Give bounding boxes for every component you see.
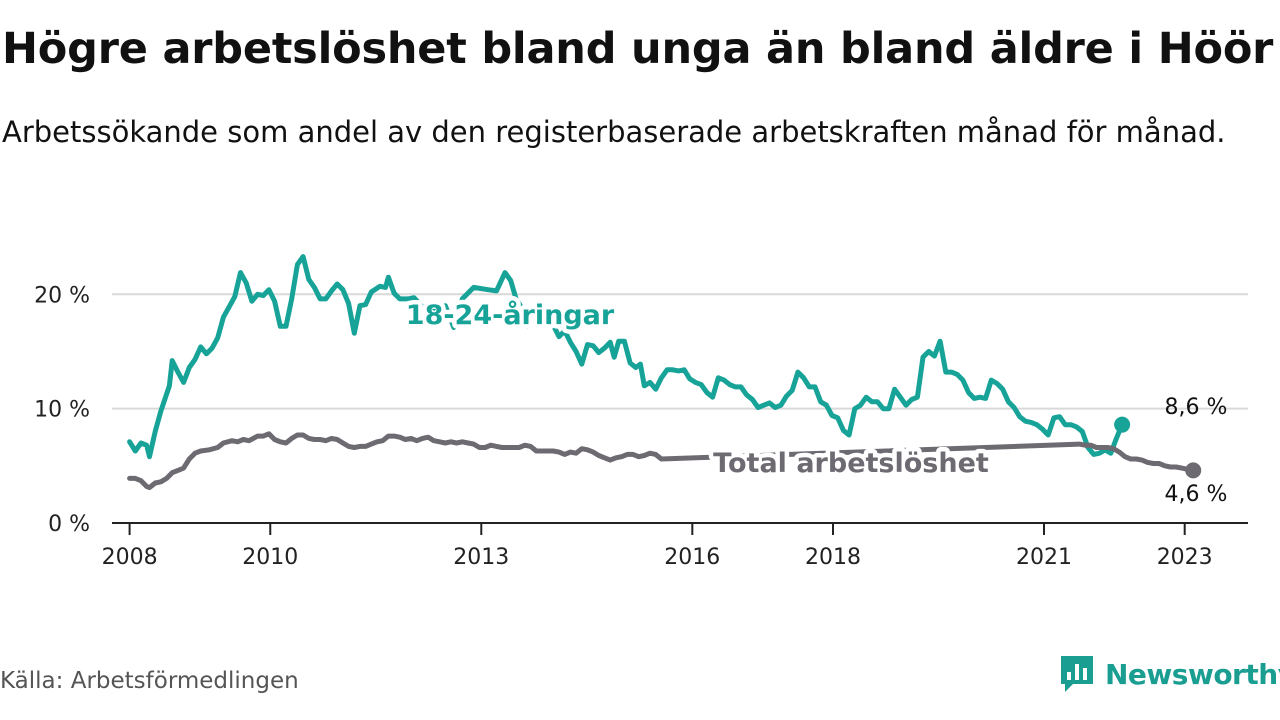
chart-subtitle: Arbetssökande som andel av den registerb… [2, 115, 1226, 149]
gridlines [112, 293, 1248, 410]
x-tick-label: 2008 [102, 545, 158, 570]
x-tick-label: 2023 [1157, 545, 1213, 570]
y-axis-ticks: 0 % 10 % 20 % [34, 283, 90, 537]
series-line-youth [127, 254, 1125, 460]
newsworthy-logo-icon [1061, 656, 1093, 692]
series-label-total: Total arbetslöshet [713, 448, 989, 479]
y-tick-label: 10 % [34, 398, 90, 423]
series-lines [127, 254, 1202, 491]
y-tick-label: 20 % [34, 283, 90, 308]
series-end-marker [1114, 416, 1131, 433]
chart-title: Högre arbetslöshet bland unga än bland ä… [2, 24, 1274, 74]
line-chart: 0 % 10 % 20 % 2008 2010 2013 2016 2018 2021 2023… [34, 254, 1248, 570]
brand-name: Newsworthy [1105, 657, 1280, 691]
series-line-total [127, 431, 1196, 491]
end-value-youth: 8,6 % [1165, 395, 1228, 420]
series-label-youth: 18-24-åringar [406, 299, 615, 331]
x-axis: 2008 2010 2013 2016 2018 2021 2023 [102, 522, 1248, 570]
x-tick-label: 2016 [664, 545, 720, 570]
source-note: Källa: Arbetsförmedlingen [0, 668, 299, 694]
x-tick-label: 2010 [242, 545, 298, 570]
series-label-total-halo: Total arbetslöshet [713, 448, 989, 479]
y-tick-label: 0 % [48, 512, 90, 537]
x-tick-label: 2021 [1016, 545, 1072, 570]
x-tick-label: 2013 [453, 545, 509, 570]
series-end-marker [1185, 462, 1202, 479]
brand-logo[interactable]: Newsworthy [1059, 652, 1280, 696]
x-tick-label: 2018 [805, 545, 861, 570]
series-label-youth-halo: 18-24-åringar [406, 299, 615, 331]
end-value-total: 4,6 % [1165, 482, 1228, 507]
